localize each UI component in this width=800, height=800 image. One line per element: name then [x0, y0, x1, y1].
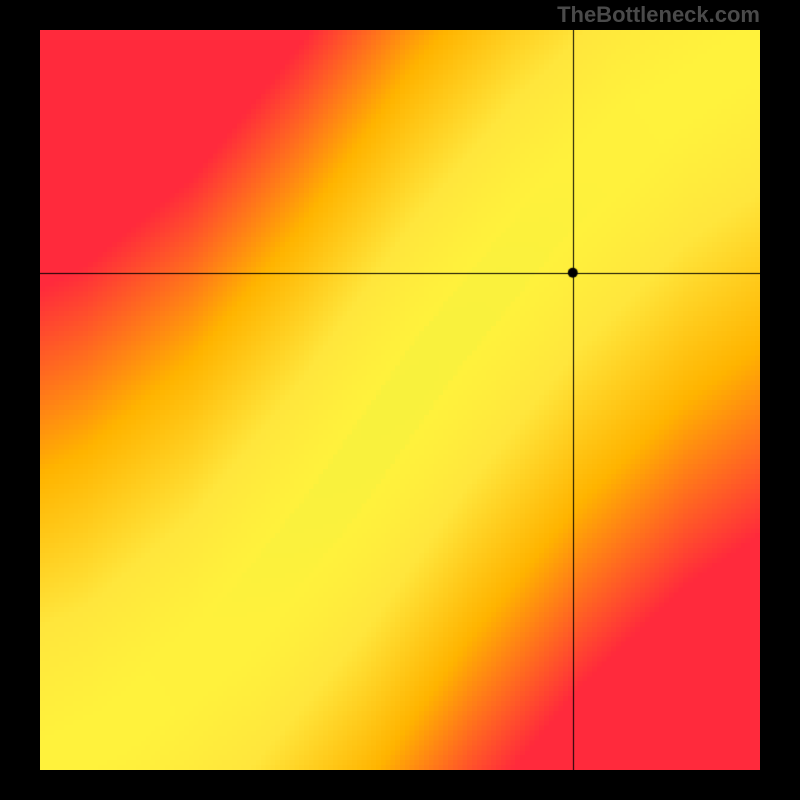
- bottleneck-heatmap: [40, 30, 760, 770]
- watermark-text: TheBottleneck.com: [557, 2, 760, 28]
- chart-container: { "canvas": { "width": 800, "height": 80…: [0, 0, 800, 800]
